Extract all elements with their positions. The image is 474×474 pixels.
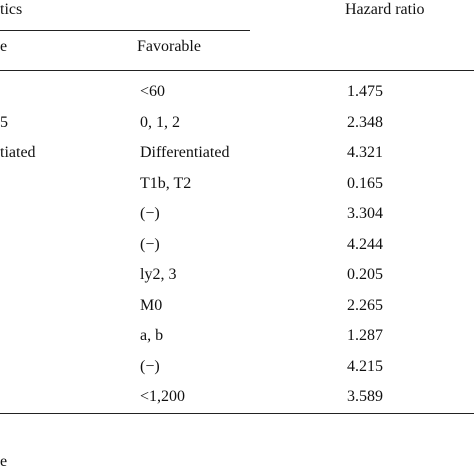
row-hazard-ratio: 4.321 [347, 144, 383, 161]
row-hazard-ratio: 4.244 [347, 235, 383, 253]
footnote: e [0, 453, 8, 470]
row-hazard-ratio: 4.215 [347, 357, 383, 375]
row-favorable: (−) [140, 205, 160, 222]
row-favorable: (−) [140, 357, 160, 375]
header-favorable: Favorable [137, 38, 201, 55]
row-hazard-ratio: 2.348 [347, 113, 383, 131]
header-group: tics [0, 1, 23, 18]
rule [0, 30, 250, 31]
row-hazard-ratio: 2.265 [347, 296, 383, 314]
row-hazard-ratio: 1.287 [347, 327, 383, 344]
row-favorable: (−) [140, 235, 160, 253]
row-favorable: <60 [140, 83, 166, 100]
row-favorable: a, b [140, 327, 164, 344]
row-favorable: 0, 1, 2 [140, 113, 180, 131]
row-favorable: <1,200 [140, 388, 186, 405]
row-hazard-ratio: 0.205 [347, 266, 383, 283]
row-left: tiated [0, 144, 36, 161]
row-left: 5 [0, 113, 8, 131]
row-favorable: T1b, T2 [140, 174, 192, 192]
header-sub-left: e [0, 38, 8, 55]
rule [0, 413, 474, 414]
row-favorable: M0 [140, 296, 163, 314]
rule [0, 70, 474, 71]
row-hazard-ratio: 3.589 [347, 388, 383, 405]
row-favorable: ly2, 3 [140, 266, 177, 283]
row-hazard-ratio: 3.304 [347, 205, 383, 222]
header-hazard-ratio: Hazard ratio [345, 1, 425, 18]
row-favorable: Differentiated [140, 144, 230, 161]
row-hazard-ratio: 0.165 [347, 174, 383, 192]
row-hazard-ratio: 1.475 [347, 83, 383, 100]
